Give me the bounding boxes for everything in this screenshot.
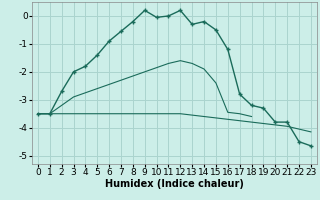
X-axis label: Humidex (Indice chaleur): Humidex (Indice chaleur) xyxy=(105,179,244,189)
